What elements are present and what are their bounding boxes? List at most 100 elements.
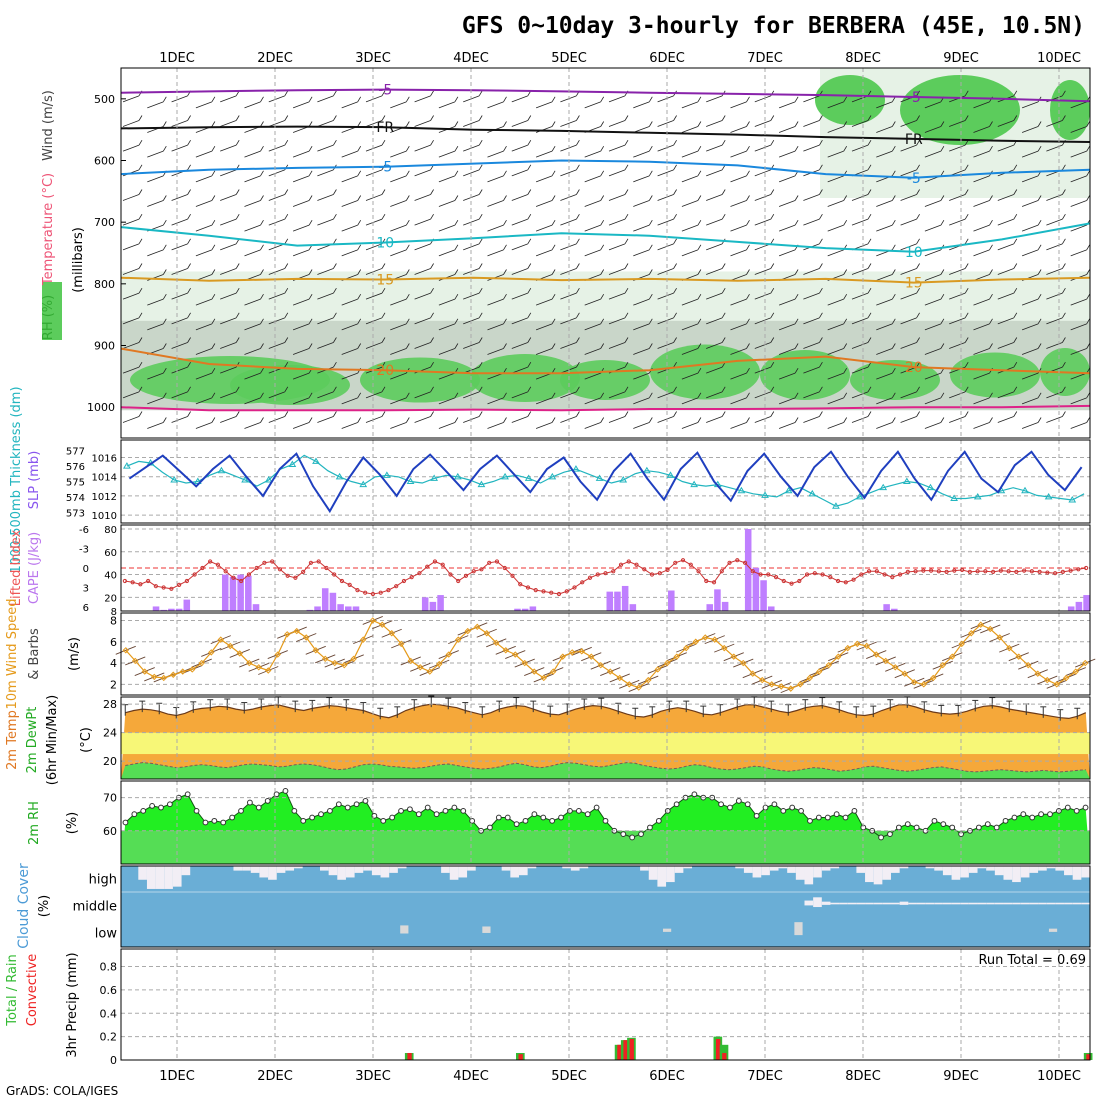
- wind-barb: [1070, 422, 1087, 429]
- x-tick-label-bottom: 3DEC: [355, 1069, 391, 1084]
- lifted-index-marker: [378, 590, 383, 595]
- wind-barb: [317, 317, 334, 325]
- wind-barb-flag: [381, 287, 386, 294]
- rh-marker: [780, 807, 787, 814]
- wind-barb-flag: [1062, 386, 1066, 393]
- lifted-index-marker: [1068, 568, 1073, 573]
- cape-bar: [237, 574, 244, 611]
- wind-barb-flag: [503, 318, 507, 325]
- cloud-middle-bar: [968, 902, 978, 905]
- x-tick-label-top: 8DEC: [845, 51, 881, 66]
- wind-barb-flag: [819, 164, 823, 171]
- wind-barb-flag: [381, 263, 386, 269]
- wind-barb: [268, 144, 285, 152]
- wind-barb-flag: [430, 386, 434, 393]
- cloud-low-bar: [482, 926, 491, 933]
- tick-label: high: [89, 873, 117, 888]
- wind-barb-flag: [211, 318, 216, 325]
- wind-barb: [414, 95, 431, 103]
- rh-marker: [824, 814, 831, 821]
- tick-label: 576: [66, 462, 85, 473]
- wind-barb: [535, 323, 553, 331]
- tick-label: 0: [110, 1054, 117, 1067]
- wind-speed-marker: [141, 668, 148, 675]
- lifted-index-marker: [1084, 565, 1089, 571]
- cloud-high-bar: [821, 866, 831, 871]
- cloud-high-bar: [683, 866, 693, 869]
- wind-speed-marker: [407, 657, 414, 665]
- thickness-marker: [855, 492, 864, 500]
- wind-barb-flag: [843, 121, 848, 127]
- wind-barb-flag: [648, 195, 653, 201]
- lifted-index-marker: [316, 559, 321, 564]
- temperature-contour: [120, 159, 1091, 179]
- wind-barb-flag: [503, 195, 507, 201]
- axis-label: 1000-500mb Thickness (dm): [9, 386, 24, 573]
- wind-barb: [147, 422, 164, 429]
- wind-barb-flag: [503, 244, 507, 251]
- wind-barb-flag: [891, 244, 896, 251]
- wind-barb-flag: [357, 318, 362, 325]
- wind-barb-flag: [600, 219, 605, 226]
- cloud-high-bar: [527, 866, 537, 869]
- wind-barb-flag: [527, 115, 532, 121]
- wind-speed-marker: [274, 651, 281, 658]
- wind-barb-flag: [162, 244, 167, 251]
- wind-barb-flag: [357, 219, 362, 226]
- wind-barb-flag: [430, 139, 434, 146]
- cloud-middle-bar: [986, 902, 995, 905]
- wind-barb-flag: [648, 244, 653, 251]
- wind-barb: [560, 342, 577, 349]
- wind-barb-flag: [260, 145, 264, 152]
- wind-barb-flag: [721, 337, 726, 343]
- lifted-index-marker: [549, 590, 554, 595]
- wind-barb-flag: [648, 145, 653, 152]
- rh-marker: [798, 807, 804, 814]
- temperature-contour: [120, 404, 1091, 412]
- wind-barb-flag: [333, 411, 337, 417]
- wind-barb: [851, 391, 869, 399]
- wind-barb-flag: [357, 195, 362, 201]
- wind-barb-flag: [697, 121, 702, 127]
- wind-barb: [463, 391, 480, 399]
- wind-barb-flag: [430, 411, 434, 417]
- thickness-marker: [950, 494, 958, 501]
- wind-barb: [244, 200, 261, 207]
- wind-barb: [414, 144, 431, 152]
- cloud-high-bar: [640, 866, 649, 871]
- wind-barb: [317, 268, 334, 275]
- slp-line: [128, 450, 1083, 514]
- wind-barb-flag: [770, 238, 775, 245]
- wind-barb: [997, 292, 1014, 300]
- lifted-index-marker: [479, 567, 484, 572]
- axis-label: 2m DewPt: [25, 707, 40, 774]
- wind-barb-flag: [284, 312, 289, 319]
- wind-barb-flag: [478, 263, 483, 269]
- wind-barb-flag: [940, 269, 945, 275]
- cloud-panel-frame: [120, 865, 1091, 948]
- wind-speed-marker: [578, 648, 585, 655]
- wind-barb: [973, 249, 990, 257]
- wind-barb: [924, 323, 942, 331]
- wind-barb: [1046, 218, 1063, 226]
- cloud-high-bar: [319, 866, 329, 871]
- wind-barb: [1070, 101, 1087, 109]
- thickness-marker: [832, 502, 840, 509]
- cloud-high-bar: [942, 866, 952, 876]
- lifted-index-marker: [471, 569, 476, 574]
- wind-barb-flag: [576, 411, 580, 417]
- wind-barb-flag: [916, 312, 920, 319]
- wind-barb: [1046, 317, 1063, 325]
- wind-barb: [997, 416, 1014, 423]
- wind-barb: [754, 317, 771, 325]
- wind-barb-flag: [430, 287, 434, 294]
- wind-barb-flag: [260, 318, 264, 325]
- wind-barb-flag: [260, 96, 264, 103]
- wind-barb: [171, 144, 188, 152]
- wind-barb-flag: [187, 361, 191, 368]
- wind-barb-flag: [138, 386, 143, 393]
- wind-barb: [657, 317, 674, 325]
- rh-marker: [887, 831, 893, 838]
- wind-barb-flag: [551, 96, 556, 103]
- wind-barb: [463, 342, 480, 349]
